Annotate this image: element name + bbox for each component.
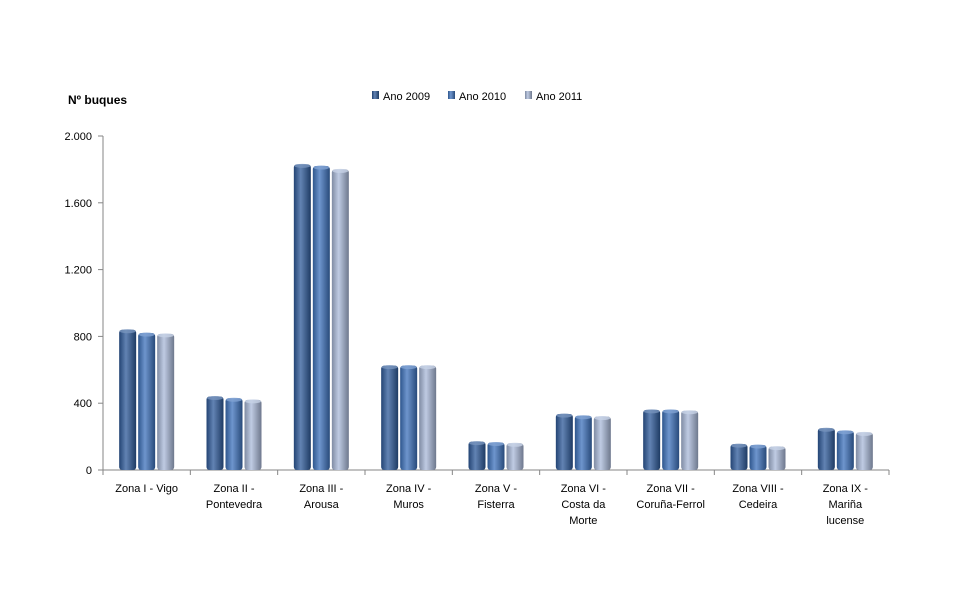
- bar-top-highlight: [507, 442, 523, 447]
- x-tick-label: Zona II -Pontevedra: [206, 483, 263, 511]
- y-tick-label: 2.000: [64, 131, 92, 143]
- bar-ano-2010: [225, 398, 243, 470]
- bar-ano-2011: [419, 365, 437, 470]
- bar-top-highlight: [556, 413, 573, 418]
- x-tick-label: Zona IV -Muros: [386, 483, 432, 511]
- bar-ano-2011: [157, 333, 175, 470]
- bar-top-highlight: [313, 165, 330, 170]
- bar-top-highlight: [469, 441, 485, 446]
- bar-top-highlight: [488, 441, 504, 446]
- bar-ano-2011: [593, 416, 611, 470]
- y-tick-label: 400: [74, 398, 92, 410]
- bar-ano-2011: [506, 443, 524, 470]
- y-tick-label: 800: [74, 331, 92, 343]
- bar-top-highlight: [662, 409, 679, 414]
- bar-top-highlight: [594, 416, 611, 421]
- bar-top-highlight: [419, 365, 436, 370]
- x-tick-label: Zona I - Vigo: [115, 483, 178, 495]
- bar-top-highlight: [856, 431, 873, 436]
- bar-ano-2010: [487, 442, 505, 470]
- bar-ano-2009: [381, 365, 399, 470]
- bar-top-highlight: [643, 409, 660, 414]
- x-tick-label: Zona VIII -Cedeira: [732, 483, 784, 511]
- y-axis-label: Nº buques: [68, 93, 127, 107]
- bar-top-highlight: [681, 410, 698, 415]
- bar-top-highlight: [731, 443, 747, 448]
- bar-top-highlight: [138, 332, 155, 337]
- bars: [119, 163, 873, 470]
- bar-ano-2010: [749, 444, 767, 470]
- bar-ano-2011: [244, 399, 262, 470]
- bar-top-highlight: [575, 415, 592, 420]
- bar-ano-2011: [681, 410, 699, 470]
- bar-top-highlight: [400, 365, 417, 370]
- legend-swatch: [525, 91, 532, 99]
- bar-ano-2010: [138, 333, 156, 470]
- bar-ano-2009: [643, 409, 661, 470]
- bar-ano-2011: [768, 446, 786, 470]
- bar-ano-2009: [468, 441, 486, 470]
- y-tick-label: 1.200: [64, 265, 92, 277]
- bar-ano-2010: [312, 166, 330, 470]
- bar-ano-2011: [855, 432, 873, 470]
- bar-ano-2010: [836, 430, 854, 470]
- bar-ano-2009: [817, 428, 835, 470]
- y-tick-label: 0: [86, 465, 92, 477]
- x-tick-label: Zona IX -Mariña lucense: [823, 483, 869, 527]
- bar-top-highlight: [818, 427, 835, 432]
- bar-top-highlight: [245, 399, 261, 404]
- legend-swatch: [448, 91, 455, 99]
- axes: 0 400 800 1.200 1.600 2.000: [64, 131, 890, 477]
- bar-ano-2009: [206, 396, 224, 470]
- legend-swatch: [372, 91, 379, 99]
- bar-ano-2011: [331, 169, 349, 470]
- legend-label: Ano 2009: [383, 91, 430, 103]
- bar-top-highlight: [207, 396, 223, 401]
- bar-ano-2010: [662, 409, 680, 470]
- legend: Ano 2009 Ano 2010 Ano 2011: [372, 91, 582, 103]
- y-tick-label: 1.600: [64, 198, 92, 210]
- x-tick-label: Zona V -Fisterra: [475, 483, 518, 511]
- bar-ano-2010: [400, 365, 418, 470]
- x-tick-label: Zona VI -Costa da Morte: [561, 483, 607, 527]
- bar-top-highlight: [750, 444, 766, 449]
- bar-top-highlight: [157, 333, 174, 338]
- bar-top-highlight: [837, 430, 854, 435]
- bar-ano-2009: [293, 164, 311, 470]
- bar-ano-2009: [119, 329, 137, 470]
- bar-top-highlight: [119, 329, 136, 334]
- bar-top-highlight: [226, 397, 242, 402]
- bar-ano-2009: [555, 414, 573, 470]
- legend-label: Ano 2010: [459, 91, 506, 103]
- x-tick-label: Zona III -Arousa: [299, 483, 343, 511]
- bar-ano-2009: [730, 444, 748, 470]
- bar-top-highlight: [332, 168, 349, 173]
- legend-label: Ano 2011: [536, 91, 582, 103]
- bar-top-highlight: [769, 446, 785, 451]
- category-labels: Zona I - Vigo Zona II -Pontevedra Zona III…: [115, 483, 868, 527]
- bar-top-highlight: [294, 163, 311, 168]
- x-tick-label: Zona VII -Coruña-Ferrol: [636, 483, 704, 511]
- bar-ano-2010: [574, 415, 592, 470]
- bar-top-highlight: [381, 365, 398, 370]
